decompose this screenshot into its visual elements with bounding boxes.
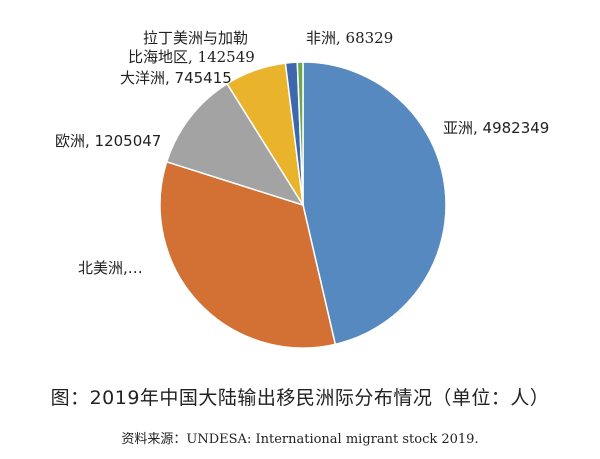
label-oceania: 大洋洲, 745415	[120, 69, 232, 87]
slice-north-america	[159, 160, 337, 349]
label-asia: 亚洲, 4982349	[443, 119, 550, 137]
slice-africa	[296, 61, 304, 206]
label-europe: 欧洲, 1205047	[55, 132, 162, 150]
label-north-america: 北美洲,…	[78, 259, 143, 277]
chart-caption: 图：2019年中国大陆输出移民洲际分布情况（单位：人）	[50, 387, 550, 409]
pie-chart-svg	[159, 61, 447, 349]
label-latin-america-line2: 比海地区, 142549	[128, 48, 255, 66]
pie-chart: 亚洲, 4982349 北美洲,… 欧洲, 1205047 大洋洲, 74541…	[55, 29, 550, 349]
label-latin-america-line1: 拉丁美洲与加勒	[143, 29, 249, 47]
label-africa: 非洲, 68329	[306, 29, 394, 47]
slice-asia	[302, 61, 447, 346]
source-note: 资料来源：UNDESA: International migrant stock…	[121, 432, 479, 447]
slice-europe	[165, 82, 305, 207]
